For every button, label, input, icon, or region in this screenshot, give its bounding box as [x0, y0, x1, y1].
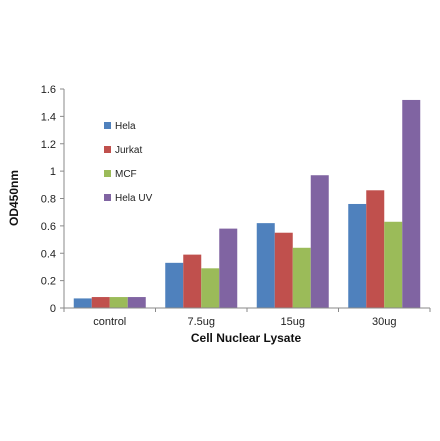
- legend-swatch: [104, 146, 111, 153]
- y-tick-label: 0.2: [41, 276, 56, 288]
- bar-hela-uv-30ug: [402, 99, 421, 308]
- bar-jurkat-75ug: [183, 254, 202, 308]
- bar-hela-control: [73, 298, 92, 308]
- x-tick-label: 15ug: [281, 316, 305, 328]
- legend-swatch: [104, 194, 111, 201]
- y-axis: 0 0.2 0.4 0.6 0.8 1 1.2 1.4 1.6: [41, 84, 65, 315]
- y-tick-label: 1.4: [41, 111, 56, 123]
- bar-jurkat-30ug: [366, 190, 385, 308]
- plot-area: [73, 99, 421, 308]
- bar-mcf-15ug: [292, 247, 311, 308]
- bar-mcf-75ug: [201, 268, 220, 308]
- bar-hela-15ug: [256, 223, 275, 308]
- legend-label: Jurkat: [115, 145, 142, 156]
- bar-hela-75ug: [165, 262, 184, 308]
- y-tick-label: 1: [50, 166, 56, 178]
- legend-label: MCF: [115, 169, 137, 180]
- bar-hela-uv-15ug: [310, 175, 329, 308]
- y-tick-label: 1.2: [41, 139, 56, 151]
- y-axis-title: OD450nm: [7, 170, 21, 226]
- legend-swatch: [104, 170, 111, 177]
- x-axis: control 7.5ug 15ug 30ug: [63, 307, 431, 328]
- legend: Hela Jurkat MCF Hela UV: [104, 121, 153, 204]
- y-tick-label: 0: [50, 303, 56, 315]
- y-tick-label: 1.6: [41, 84, 56, 96]
- bar-mcf-control: [109, 297, 128, 308]
- bar-hela-uv-75ug: [219, 228, 238, 308]
- bar-jurkat-15ug: [274, 232, 293, 308]
- x-tick-label: 7.5ug: [187, 316, 215, 328]
- bar-mcf-30ug: [384, 221, 403, 308]
- y-tick-label: 0.4: [41, 248, 56, 260]
- bar-hela-30ug: [348, 203, 367, 308]
- bar-jurkat-control: [91, 297, 110, 308]
- x-axis-title: Cell Nuclear Lysate: [191, 331, 302, 345]
- x-tick-label: control: [93, 316, 126, 328]
- legend-label: Hela: [115, 121, 136, 132]
- legend-label: Hela UV: [115, 193, 153, 204]
- legend-swatch: [104, 122, 111, 129]
- x-tick-label: 30ug: [372, 316, 396, 328]
- bar-hela-uv-control: [127, 297, 146, 308]
- y-tick-label: 0.6: [41, 221, 56, 233]
- y-tick-label: 0.8: [41, 194, 56, 206]
